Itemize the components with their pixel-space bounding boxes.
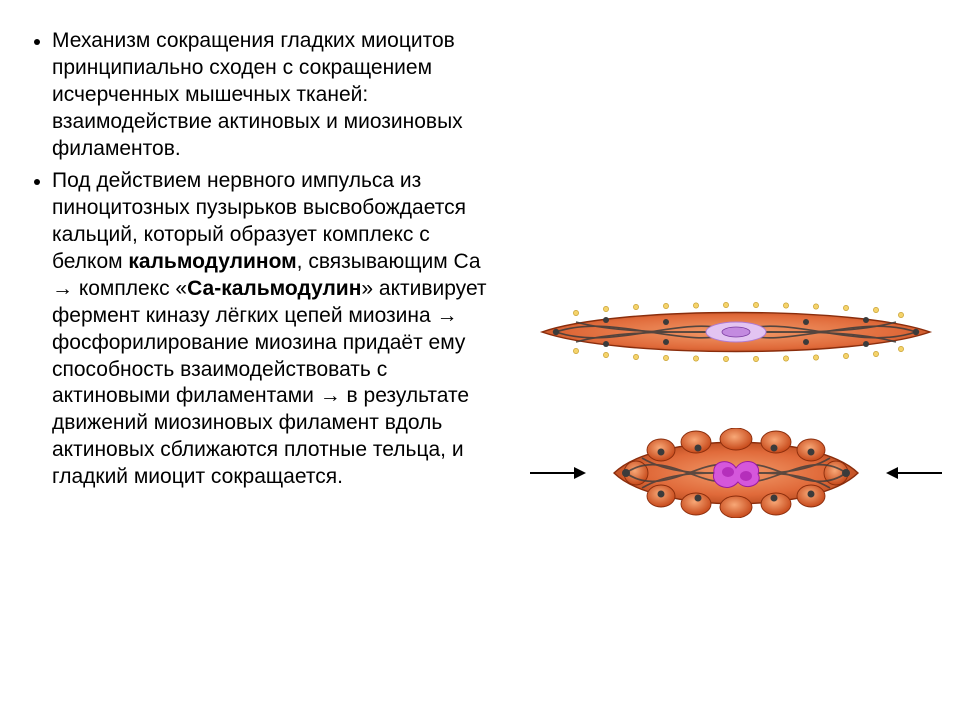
text-column: Механизм сокращения гладких миоцитов при… (24, 28, 494, 497)
myocyte-relaxed (536, 300, 936, 364)
myocyte-contracted (536, 428, 936, 518)
myocyte-contracted-svg (606, 428, 866, 518)
b2-part-c: » активирует фермент киназу лёгких цепей… (52, 277, 487, 488)
arrow-left-icon (530, 465, 586, 481)
myocyte-relaxed-svg (536, 300, 936, 364)
arrow-right-icon (886, 465, 942, 481)
bullet-list: Механизм сокращения гладких миоцитов при… (24, 28, 494, 491)
figure-column (536, 300, 936, 582)
b2-kalmodulin: кальмодулином (128, 250, 296, 273)
bullet-item-1: Механизм сокращения гладких миоцитов при… (52, 28, 494, 162)
b2-ca-kalmodulin: Са-кальмодулин (187, 277, 361, 300)
bullet-1-text: Механизм сокращения гладких миоцитов при… (52, 29, 463, 160)
slide: Механизм сокращения гладких миоцитов при… (0, 0, 960, 720)
bullet-item-2: Под действием нервного импульса из пиноц… (52, 168, 494, 491)
